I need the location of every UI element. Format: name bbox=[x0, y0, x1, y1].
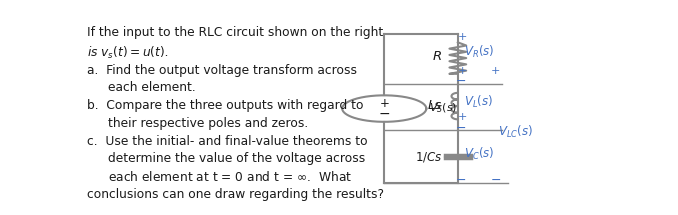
Text: +: + bbox=[458, 32, 466, 41]
Text: −: − bbox=[378, 107, 390, 121]
Text: c.  Use the initial- and final-value theorems to: c. Use the initial- and final-value theo… bbox=[87, 135, 368, 148]
Text: $V_S(s)$: $V_S(s)$ bbox=[429, 102, 458, 115]
Text: $V_L(s)$: $V_L(s)$ bbox=[464, 94, 494, 110]
Text: a.  Find the output voltage transform across: a. Find the output voltage transform acr… bbox=[87, 64, 357, 77]
Text: $V_{LC}(s)$: $V_{LC}(s)$ bbox=[498, 124, 534, 140]
Text: +: + bbox=[458, 112, 466, 122]
Text: $V_R(s)$: $V_R(s)$ bbox=[464, 43, 494, 60]
Text: R: R bbox=[433, 50, 442, 63]
Text: +: + bbox=[379, 97, 389, 110]
Text: +: + bbox=[491, 66, 500, 76]
Text: is $v_s(t) = u(t)$.: is $v_s(t) = u(t)$. bbox=[87, 45, 169, 61]
Text: $V_C(s)$: $V_C(s)$ bbox=[464, 146, 494, 162]
Text: −: − bbox=[490, 174, 501, 187]
Text: −: − bbox=[456, 75, 466, 88]
Text: −: − bbox=[456, 122, 466, 135]
Text: b.  Compare the three outputs with regard to: b. Compare the three outputs with regard… bbox=[87, 100, 364, 112]
Text: each element.: each element. bbox=[108, 81, 196, 94]
Text: conclusions can one draw regarding the results?: conclusions can one draw regarding the r… bbox=[87, 188, 384, 201]
Text: each element at t = 0 and t = $\infty$.  What: each element at t = 0 and t = $\infty$. … bbox=[108, 170, 353, 184]
Text: If the input to the RLC circuit shown on the right: If the input to the RLC circuit shown on… bbox=[87, 26, 384, 39]
Text: their respective poles and zeros.: their respective poles and zeros. bbox=[108, 117, 308, 130]
Text: Ls: Ls bbox=[428, 99, 442, 112]
Text: $1/Cs$: $1/Cs$ bbox=[414, 150, 442, 164]
Text: +: + bbox=[458, 66, 466, 76]
Text: determine the value of the voltage across: determine the value of the voltage acros… bbox=[108, 152, 365, 166]
Text: −: − bbox=[456, 174, 466, 187]
